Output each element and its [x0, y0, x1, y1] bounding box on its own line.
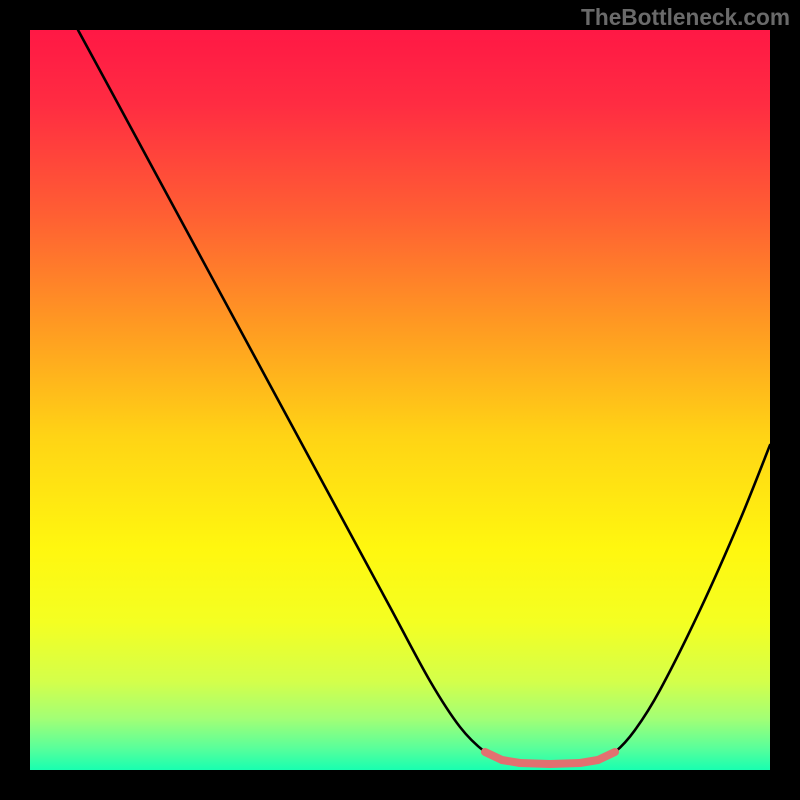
overshoot-marker [550, 763, 580, 764]
bottleneck-curve [78, 30, 770, 764]
watermark-text: TheBottleneck.com [581, 4, 790, 31]
overshoot-marker [598, 752, 615, 760]
bottleneck-curve-layer [30, 30, 770, 770]
overshoot-marker-group [485, 752, 615, 764]
chart-plot-area [30, 30, 770, 770]
overshoot-marker [520, 763, 550, 764]
